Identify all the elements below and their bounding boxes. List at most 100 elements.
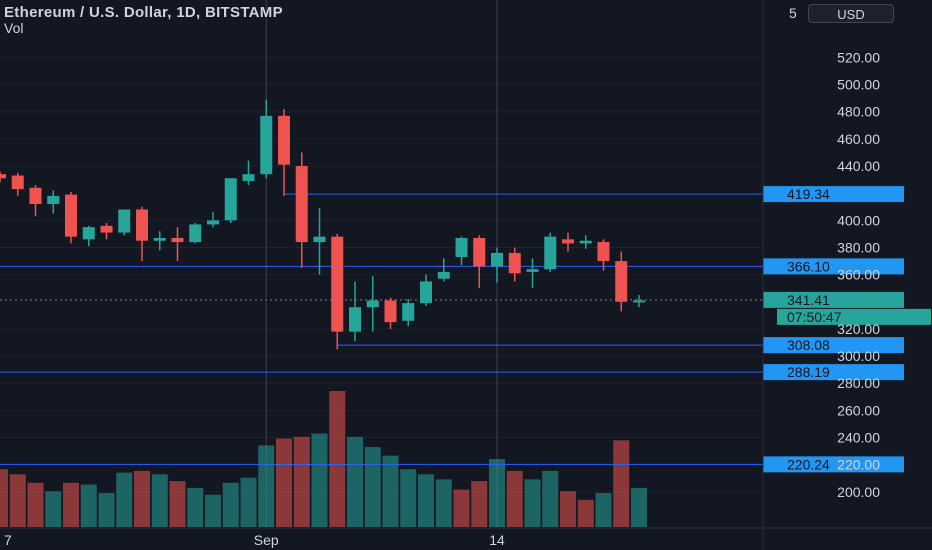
candle-body: [100, 225, 113, 233]
volume-label: Vol: [4, 20, 24, 36]
volume-bar: [187, 487, 204, 527]
volume-bar: [169, 481, 186, 527]
volume-bar: [364, 447, 381, 527]
volume-bar: [258, 445, 275, 527]
price-tick-label: 400.00: [837, 212, 880, 228]
price-tick-label: 380.00: [837, 239, 880, 255]
level-price-label: 288.19: [787, 364, 830, 380]
time-tick-label: 7: [4, 532, 12, 548]
volume-bar: [80, 484, 97, 527]
volume-bar: [134, 470, 150, 527]
volume-bar: [311, 433, 328, 527]
price-tick-label: 300.00: [837, 348, 880, 364]
volume-bar: [471, 481, 488, 527]
candle-body: [384, 300, 397, 323]
price-tick-label: 360.00: [837, 267, 880, 283]
level-price-tag: [763, 364, 904, 381]
candle-body: [11, 175, 24, 190]
price-tick-label: 280.00: [837, 375, 880, 391]
horizontal-levels[interactable]: 419.34 366.10 308.08 288.19 220.24 341.4107:5…: [0, 186, 931, 473]
volume-bars: [0, 391, 647, 527]
level-price-tag: [763, 186, 904, 203]
candle-body: [597, 242, 610, 262]
candle-body: [349, 307, 361, 332]
price-axis-top-label: 5: [789, 5, 797, 21]
last-price-label: 341.41: [787, 292, 830, 308]
candle-body: [295, 166, 308, 243]
countdown-label: 07:50:47: [787, 309, 842, 325]
volume-bar: [151, 474, 168, 527]
volume-bar: [524, 479, 541, 527]
volume-bar: [418, 474, 434, 527]
chart-title: Ethereum / U.S. Dollar, 1D, BITSTAMP: [4, 4, 283, 21]
candle-body: [118, 209, 131, 233]
level-price-tag: [763, 337, 904, 354]
level-price-tag: [763, 258, 904, 275]
candle-body: [508, 252, 521, 274]
candle-body: [29, 187, 42, 205]
price-tick-label: 200.00: [837, 484, 880, 500]
volume-bar: [222, 482, 239, 527]
time-tick-label: 14: [489, 532, 505, 548]
candle-body: [189, 224, 202, 243]
volume-bar: [613, 440, 630, 527]
candle-body: [0, 174, 6, 179]
candle-body: [473, 237, 486, 267]
volume-bar: [63, 482, 79, 527]
candle-body: [402, 303, 415, 321]
volume-bar: [453, 489, 470, 527]
countdown-tag: [777, 308, 931, 325]
candle-body: [278, 115, 290, 165]
candle-body: [242, 174, 255, 181]
volume-bar: [506, 470, 523, 527]
candlesticks: [0, 99, 645, 350]
volume-bar: [542, 470, 559, 527]
volume-bar: [98, 493, 115, 527]
candle-body: [65, 194, 77, 237]
candle-body: [562, 239, 574, 244]
volume-bar: [27, 482, 44, 527]
level-price-label: 366.10: [787, 258, 830, 274]
volume-bar: [400, 469, 417, 527]
candle-body: [526, 269, 539, 272]
candle-body: [366, 300, 379, 308]
candle-body: [224, 178, 237, 221]
candle-body: [136, 209, 148, 241]
level-price-label: 220.24: [787, 456, 830, 472]
last-price-tag: [763, 291, 904, 308]
price-tick-label: 520.00: [837, 49, 880, 65]
volume-bar: [240, 477, 257, 527]
volume-bar: [435, 479, 452, 527]
price-tick-label: 260.00: [837, 402, 880, 418]
volume-bar: [560, 491, 576, 527]
candle-body: [82, 227, 95, 240]
volume-bar: [329, 391, 346, 527]
candle-body: [153, 237, 166, 241]
candle-body: [615, 261, 628, 302]
grid-lines: [0, 56, 763, 493]
currency-button[interactable]: USD: [808, 4, 894, 23]
price-tick-label: 460.00: [837, 131, 880, 147]
candle-body: [260, 115, 273, 175]
volume-bar: [631, 487, 647, 527]
volume-bar: [45, 491, 62, 527]
time-axis[interactable]: 7 Sep 14: [0, 527, 932, 548]
candle-body: [491, 252, 503, 267]
level-price-label: 419.34: [787, 186, 830, 202]
price-tick-label: 240.00: [837, 430, 880, 446]
candle-body: [437, 271, 450, 279]
candle-body: [420, 281, 432, 304]
candle-body: [207, 220, 219, 225]
time-tick-label: Sep: [254, 532, 279, 548]
level-price-label: 308.08: [787, 337, 830, 353]
price-tick-label: 320.00: [837, 321, 880, 337]
price-axis[interactable]: 520.00 500.00 480.00 460.00 440.00 400.00 380.…: [762, 0, 880, 550]
candle-body: [544, 236, 557, 270]
volume-bar: [489, 459, 505, 527]
volume-bar: [276, 438, 292, 527]
volume-bar: [9, 474, 26, 527]
volume-bar: [382, 455, 399, 527]
volume-bar: [595, 493, 612, 527]
candle-body: [47, 195, 60, 205]
